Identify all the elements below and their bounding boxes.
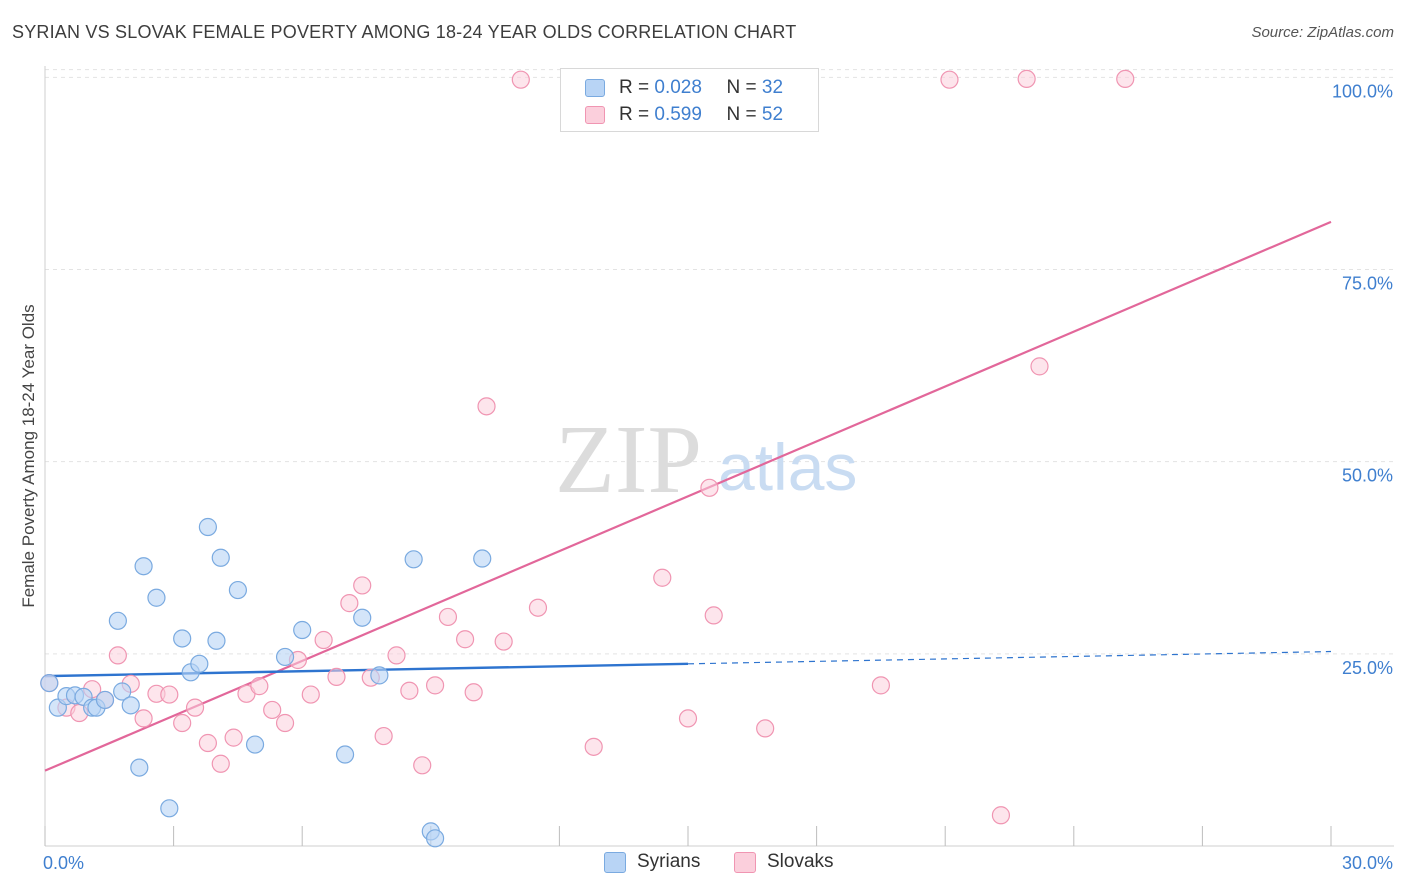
- slovaks-swatch: [585, 106, 605, 124]
- slovaks-point: [871, 676, 891, 695]
- x-tick-label: 0.0%: [43, 853, 84, 873]
- syrians-r-label: R =: [619, 77, 650, 98]
- syrians-legend-label: Syrians: [637, 851, 701, 872]
- syrians-point: [211, 548, 230, 567]
- slovaks-point: [134, 709, 153, 728]
- y-tick-label: 25.0%: [1342, 658, 1393, 678]
- syrians-point: [190, 654, 209, 673]
- correlation-legend: R = 0.028 N = 32 R = 0.599 N = 52: [560, 68, 819, 132]
- watermark: ZIP atlas: [555, 406, 857, 514]
- slovaks-point: [185, 698, 205, 717]
- syrians-point: [404, 550, 423, 569]
- slovaks-point: [425, 676, 445, 695]
- slovaks-r-label: R =: [619, 104, 650, 125]
- slovaks-point: [528, 598, 548, 617]
- x-tick-label: 30.0%: [1342, 853, 1393, 873]
- slovaks-point: [1030, 357, 1049, 376]
- slovaks-point: [413, 756, 432, 775]
- syrians-point: [40, 673, 59, 693]
- slovaks-point: [224, 728, 243, 747]
- syrians-point: [473, 549, 492, 568]
- slovaks-point: [327, 667, 346, 687]
- slovaks-r-value: 0.599: [654, 104, 702, 125]
- syrians-legend-swatch: [604, 852, 626, 873]
- slovaks-point: [374, 726, 393, 746]
- slovaks-point: [477, 397, 496, 416]
- watermark-zip: ZIP: [555, 406, 702, 514]
- syrians-r-value: 0.028: [654, 77, 702, 98]
- y-tick-label: 100.0%: [1332, 81, 1393, 101]
- y-axis-label: Female Poverty Among 18-24 Year Olds: [19, 304, 38, 607]
- slovaks-point: [160, 685, 179, 704]
- grid-layer: [45, 69, 1394, 655]
- slovaks-point: [275, 713, 295, 733]
- slovaks-point: [1017, 69, 1036, 89]
- syrians-point: [370, 666, 389, 685]
- syrians-point: [134, 557, 153, 576]
- syrians-point: [425, 829, 445, 848]
- slovaks-point: [198, 733, 217, 753]
- syrians-point: [147, 588, 166, 607]
- syrians-point: [160, 799, 179, 818]
- tick-label-layer: 25.0% 50.0% 75.0% 100.0% 0.0% 30.0%: [43, 81, 1393, 873]
- slovaks-point: [653, 568, 672, 587]
- slovaks-point: [340, 594, 359, 613]
- syrians-swatch: [585, 79, 605, 97]
- slovaks-point: [438, 607, 458, 627]
- y-tick-label: 50.0%: [1342, 466, 1393, 486]
- trend-layer: [44, 220, 1332, 772]
- slovaks-point: [108, 646, 127, 665]
- slovaks-point: [211, 754, 230, 773]
- slovaks-trend-line: [44, 220, 1332, 772]
- slovaks-point: [1116, 69, 1135, 89]
- syrians-point: [108, 611, 127, 630]
- syrians-point: [293, 620, 312, 640]
- slovaks-point: [250, 677, 269, 696]
- syrians-point: [275, 647, 295, 667]
- slovaks-point: [704, 606, 723, 625]
- syrians-point: [173, 629, 192, 648]
- slovaks-point: [455, 630, 475, 649]
- syrians-point: [353, 608, 372, 627]
- syrians-point: [113, 682, 132, 701]
- y-tick-label: 75.0%: [1342, 274, 1393, 294]
- slovaks-point: [387, 646, 406, 665]
- syrians-point: [228, 580, 247, 600]
- syrians-point: [335, 745, 355, 764]
- slovaks-legend-swatch: [734, 852, 756, 873]
- syrians-n-label: N =: [726, 77, 757, 98]
- slovaks-point: [263, 700, 282, 720]
- slovaks-point: [700, 478, 719, 497]
- syrians-point: [121, 696, 140, 715]
- syrians-trend-extension: [687, 650, 1332, 665]
- chart-title: SYRIAN VS SLOVAK FEMALE POVERTY AMONG 18…: [12, 22, 797, 42]
- slovaks-legend-label: Slovaks: [767, 851, 834, 872]
- slovaks-point: [991, 806, 1011, 825]
- watermark-atlas: atlas: [718, 430, 857, 504]
- slovaks-point: [678, 709, 698, 728]
- slovaks-point: [494, 632, 513, 651]
- slovaks-point: [584, 737, 603, 756]
- slovaks-point: [511, 70, 530, 89]
- source-credit: Source: ZipAtlas.com: [1251, 24, 1394, 41]
- slovaks-n-label: N =: [726, 104, 757, 125]
- slovaks-point: [173, 713, 192, 733]
- points-layer: [40, 69, 1135, 848]
- syrians-point: [207, 631, 226, 650]
- syrians-point: [130, 758, 149, 777]
- slovaks-point: [301, 685, 320, 704]
- slovaks-point: [400, 681, 419, 700]
- syrians-point: [95, 690, 115, 710]
- syrians-n-value: 32: [761, 77, 784, 98]
- slovaks-point: [314, 630, 333, 650]
- syrians-point: [245, 735, 265, 754]
- slovaks-n-value: 52: [761, 104, 784, 125]
- slovaks-point: [756, 719, 775, 738]
- slovaks-point: [464, 683, 483, 702]
- slovaks-point: [940, 70, 959, 89]
- syrians-point: [198, 517, 217, 537]
- slovaks-point: [353, 576, 372, 595]
